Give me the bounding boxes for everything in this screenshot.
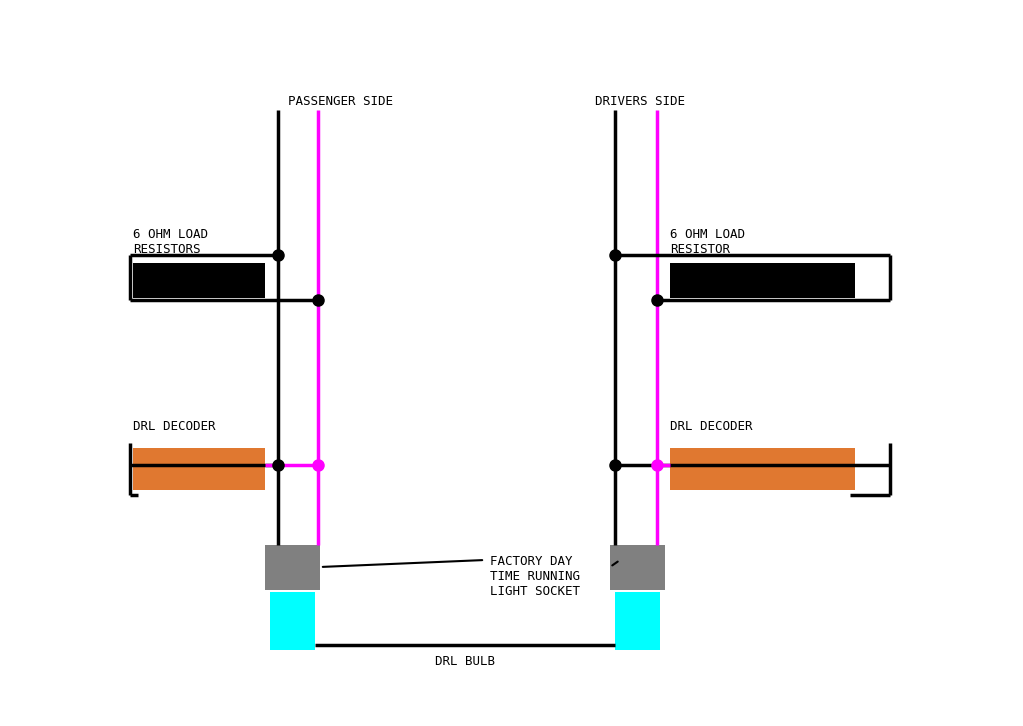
Bar: [610, 545, 665, 590]
Bar: [265, 545, 320, 590]
Text: DRL DECODER: DRL DECODER: [133, 420, 216, 433]
Text: DRL DECODER: DRL DECODER: [670, 420, 753, 433]
Bar: [670, 448, 855, 490]
Text: DRIVERS SIDE: DRIVERS SIDE: [595, 95, 685, 108]
Text: PASSENGER SIDE: PASSENGER SIDE: [288, 95, 393, 108]
Bar: [615, 592, 660, 650]
Bar: [133, 448, 265, 490]
Bar: [670, 263, 855, 298]
Bar: [133, 263, 265, 298]
Bar: [270, 592, 315, 650]
Text: 6 OHM LOAD
RESISTOR: 6 OHM LOAD RESISTOR: [670, 228, 745, 256]
Text: DRL BULB: DRL BULB: [435, 655, 495, 668]
Text: FACTORY DAY
TIME RUNNING
LIGHT SOCKET: FACTORY DAY TIME RUNNING LIGHT SOCKET: [490, 555, 580, 598]
Text: 6 OHM LOAD
RESISTORS: 6 OHM LOAD RESISTORS: [133, 228, 208, 256]
